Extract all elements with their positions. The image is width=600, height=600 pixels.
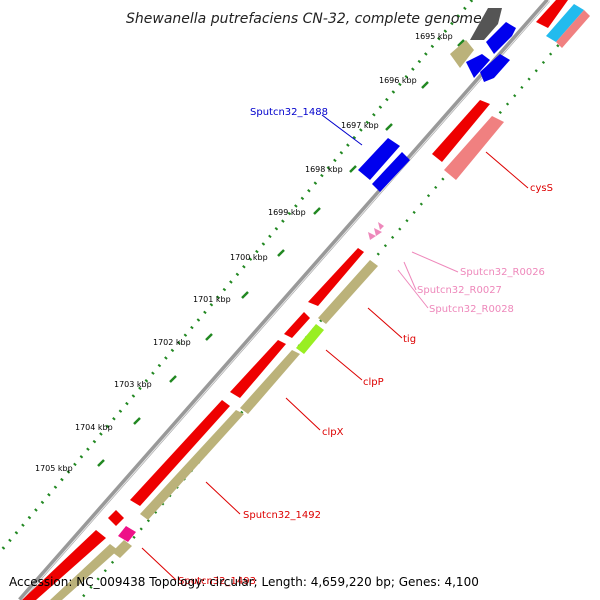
- feature-1492-gene: [140, 410, 244, 520]
- tick-label: 1698 kbp: [305, 165, 343, 174]
- map-title: Shewanella putrefaciens CN-32, complete …: [126, 11, 482, 27]
- feature-rna-R0027: [368, 232, 376, 240]
- feature-cyan: [546, 4, 584, 42]
- feature-bottom-cds: [22, 530, 106, 600]
- feature-cysS-light: [444, 116, 504, 180]
- feature-1493-magenta: [118, 526, 136, 542]
- feature-1493: [108, 510, 124, 526]
- feature-1492: [130, 400, 230, 506]
- feature-cysS: [432, 100, 490, 162]
- tick-label: 1699 kbp: [268, 208, 306, 217]
- feature-cds: [536, 0, 568, 28]
- gene-label-R0028: Sputcn32_R0028: [429, 304, 514, 315]
- tick-marks: [97, 39, 465, 467]
- tick-label: 1695 kbp: [415, 32, 453, 41]
- feature-blue-arrow: [480, 54, 510, 82]
- backbone: [18, 0, 551, 600]
- gene-labels: Sputcn32_1488 cysS Sputcn32_R0026 Sputcn…: [178, 107, 553, 587]
- features: [22, 0, 590, 600]
- gene-label-tig: tig: [403, 334, 416, 345]
- gene-label-cysS: cysS: [530, 183, 553, 194]
- feature-rna-R0026: [378, 222, 384, 230]
- tick-label: 1697 kbp: [341, 121, 379, 130]
- feature-1488-b: [372, 152, 410, 192]
- scale-ring: [0, 0, 474, 553]
- tick-label: 1705 kbp: [35, 464, 73, 473]
- feature-tig: [308, 248, 364, 306]
- feature-bottom-gene: [50, 544, 118, 600]
- feature-gene-bar: [450, 40, 474, 68]
- tick-label: 1702 kbp: [153, 338, 191, 347]
- tick-label: 1700 kbp: [230, 253, 268, 262]
- tick-label: 1704 kbp: [75, 423, 113, 432]
- inner-ring: [79, 19, 581, 600]
- gene-label-1493: Sputcn32_1493: [178, 576, 256, 587]
- gene-label-clpP: clpP: [363, 377, 384, 388]
- feature-clpP-lime: [296, 324, 324, 354]
- accession-text: Accession: NC_009438: [9, 575, 146, 589]
- gene-label-R0027: Sputcn32_R0027: [417, 285, 502, 296]
- leader-lines: [141, 114, 529, 581]
- feature-tig-gene: [318, 260, 378, 324]
- gene-label-1488: Sputcn32_1488: [250, 107, 328, 118]
- topology-text: Topology: circular; Length: 4,659,220 bp…: [149, 575, 479, 589]
- footer: Accession: NC_009438 Topology: circular;…: [9, 575, 479, 589]
- tick-label: 1701 kbp: [193, 295, 231, 304]
- feature-clpX-gene: [240, 350, 300, 414]
- feature-blue-arrow: [486, 22, 516, 54]
- tick-label: 1696 kbp: [379, 76, 417, 85]
- feature-1493-gene: [112, 540, 132, 558]
- tick-label: 1703 kbp: [114, 380, 152, 389]
- feature-rna-R0028: [374, 228, 382, 236]
- feature-blue-arrow: [466, 54, 490, 78]
- feature-1488-a: [358, 138, 400, 180]
- gene-label-1492: Sputcn32_1492: [243, 510, 321, 521]
- gene-label-clpX: clpX: [322, 427, 344, 438]
- feature-clpP: [284, 312, 310, 338]
- feature-clpX: [230, 340, 286, 398]
- feature-grey: [470, 8, 502, 40]
- gene-label-R0026: Sputcn32_R0026: [460, 267, 545, 278]
- tick-labels: 1695 kbp 1696 kbp 1697 kbp 1698 kbp 1699…: [35, 32, 453, 473]
- feature-cds-light: [556, 10, 590, 48]
